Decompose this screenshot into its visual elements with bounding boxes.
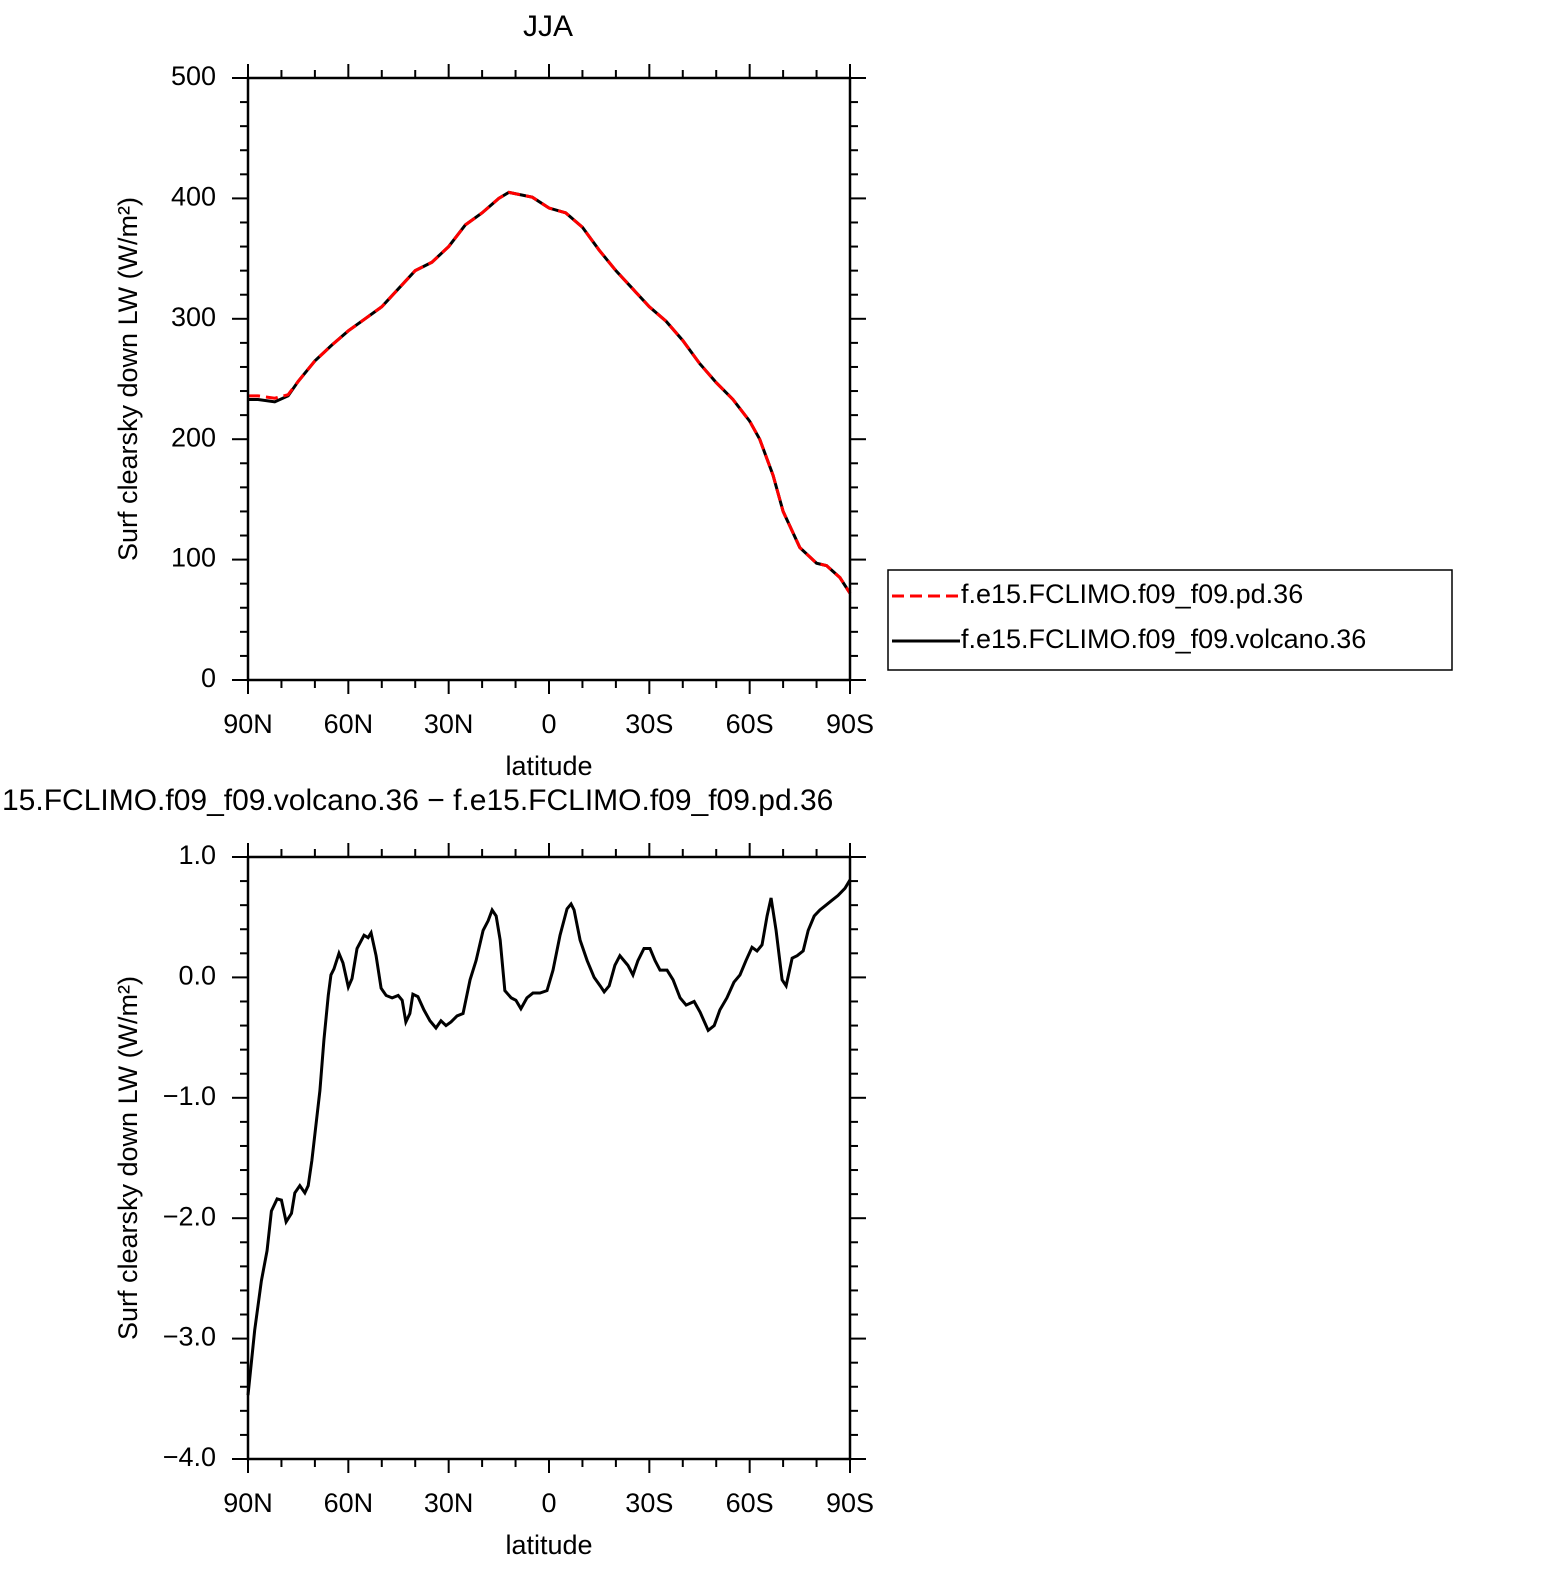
y-tick-label: 500 (171, 61, 216, 91)
plot-frame (246, 855, 852, 1461)
y-tick-label: −3.0 (163, 1322, 216, 1352)
x-tick-label: 30N (424, 1488, 474, 1518)
x-tick-label: 90N (223, 709, 273, 739)
x-tick-label: 60N (324, 709, 374, 739)
x-axis-label: latitude (505, 1530, 592, 1560)
x-tick-label: 30N (424, 709, 474, 739)
x-tick-label: 90S (826, 709, 874, 739)
x-tick-label: 0 (541, 1488, 556, 1518)
chart-title: JJA (523, 10, 573, 43)
y-tick-label: −4.0 (163, 1442, 216, 1472)
x-axis-label: latitude (505, 751, 592, 781)
y-tick-label: 200 (171, 422, 216, 452)
y-axis-label: Surf clearsky down LW (W/m²) (113, 976, 143, 1340)
y-tick-label: 0.0 (178, 961, 216, 991)
x-tick-label: 90S (826, 1488, 874, 1518)
data-line (248, 190, 852, 595)
legend-label: f.e15.FCLIMO.f09_f09.volcano.36 (961, 624, 1366, 654)
y-tick-label: 100 (171, 543, 216, 573)
data-line (246, 879, 852, 1396)
legend-label: f.e15.FCLIMO.f09_f09.pd.36 (961, 579, 1303, 609)
legend-box (887, 569, 1453, 671)
y-tick-label: −2.0 (163, 1201, 216, 1231)
y-tick-label: 400 (171, 182, 216, 212)
x-tick-label: 90N (223, 1488, 273, 1518)
y-axis-label: Surf clearsky down LW (W/m²) (113, 197, 143, 561)
chart-title: 15.FCLIMO.f09_f09.volcano.36 − f.e15.FCL… (2, 784, 833, 817)
x-tick-label: 60N (324, 1488, 374, 1518)
y-tick-label: 1.0 (178, 840, 216, 870)
x-tick-label: 60S (726, 1488, 774, 1518)
y-tick-label: −1.0 (163, 1081, 216, 1111)
x-tick-label: 30S (625, 709, 673, 739)
y-tick-label: 0 (201, 663, 216, 693)
x-tick-label: 0 (541, 709, 556, 739)
x-tick-label: 30S (625, 1488, 673, 1518)
data-line (248, 190, 852, 595)
x-tick-label: 60S (726, 709, 774, 739)
y-tick-label: 300 (171, 302, 216, 332)
plot-frame (246, 76, 852, 682)
